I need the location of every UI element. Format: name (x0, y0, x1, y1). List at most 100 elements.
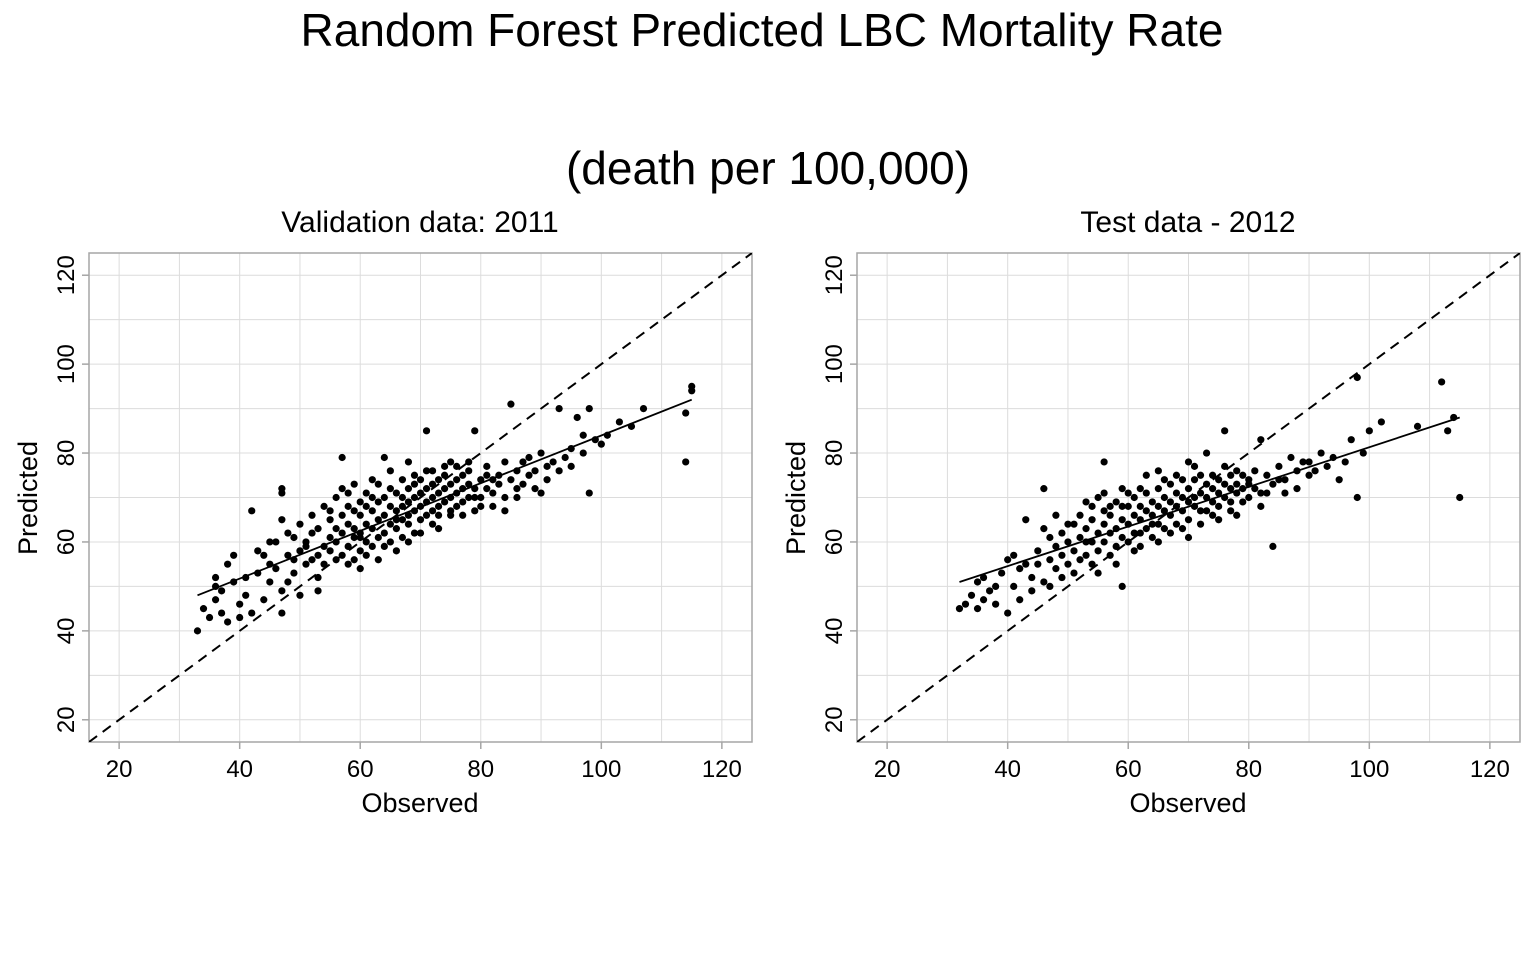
data-point (434, 489, 443, 497)
x-tick-label: 120 (1470, 756, 1510, 783)
y-tick-label: 80 (821, 440, 848, 467)
data-point (1353, 493, 1361, 502)
data-point (1064, 538, 1072, 546)
data-point (308, 511, 316, 519)
data-point (1269, 542, 1277, 551)
data-point (344, 560, 352, 568)
data-point (290, 569, 298, 577)
data-point (1160, 525, 1168, 533)
data-point (1184, 485, 1193, 493)
data-point (1299, 458, 1307, 466)
y-tick-label: 60 (53, 529, 80, 556)
data-point (278, 587, 286, 595)
figure-title-line2: (death per 100,000) (566, 142, 970, 194)
plot-area (88, 252, 753, 743)
data-point (531, 467, 539, 475)
data-point (1184, 498, 1193, 506)
data-point (266, 538, 274, 546)
data-point (1052, 511, 1060, 519)
data-point (404, 498, 413, 506)
data-point (1281, 476, 1289, 484)
plot-frame (88, 252, 753, 743)
data-point (218, 609, 226, 617)
data-point (296, 520, 304, 528)
data-point (1040, 485, 1048, 493)
data-point (1438, 378, 1446, 386)
data-point (1154, 467, 1162, 475)
y-tick-label: 100 (821, 344, 848, 384)
data-point (447, 458, 455, 466)
data-point (1106, 502, 1114, 510)
data-point (410, 480, 419, 488)
data-point (260, 551, 268, 559)
x-tick-label: 100 (581, 756, 621, 783)
data-point (1202, 507, 1211, 515)
data-point (1004, 609, 1012, 617)
data-point (1317, 449, 1325, 457)
data-point (380, 493, 388, 502)
data-point (955, 605, 964, 613)
data-point (567, 462, 575, 470)
data-point (1136, 542, 1144, 551)
data-point (1251, 485, 1259, 493)
data-point (1106, 551, 1114, 559)
data-point (1202, 449, 1211, 457)
data-point (398, 493, 407, 502)
data-point (1130, 547, 1138, 555)
data-point (422, 485, 431, 493)
data-point (1136, 529, 1144, 537)
data-point (973, 605, 982, 613)
data-point (1100, 458, 1108, 466)
data-point (1064, 560, 1072, 568)
data-point (410, 471, 419, 479)
data-point (471, 493, 479, 502)
data-point (501, 458, 509, 466)
data-point (1196, 520, 1205, 528)
data-point (338, 485, 346, 493)
data-point (302, 560, 310, 568)
data-point (525, 471, 533, 479)
data-point (392, 525, 400, 533)
data-point (1142, 471, 1150, 479)
data-point (961, 600, 970, 608)
data-point (1142, 525, 1150, 533)
data-point (1118, 485, 1126, 493)
data-point (380, 453, 388, 462)
data-point (1136, 485, 1144, 493)
x-tick-label: 40 (994, 756, 1021, 783)
data-point (1010, 582, 1018, 591)
data-point (615, 418, 624, 426)
data-point (1082, 551, 1090, 559)
data-point (1221, 462, 1229, 470)
data-point (1046, 582, 1054, 591)
plot-area (856, 252, 1521, 743)
x-tick-label: 40 (226, 756, 253, 783)
data-point (1088, 502, 1096, 510)
data-point (1112, 498, 1120, 506)
x-axis-label: Observed (1129, 788, 1246, 818)
data-point (266, 578, 274, 586)
data-point (483, 471, 491, 479)
data-point (1413, 422, 1422, 430)
data-point (1070, 520, 1078, 528)
data-point (1100, 507, 1108, 515)
data-point (1088, 516, 1096, 524)
data-point (1323, 462, 1331, 470)
data-point (979, 596, 988, 604)
data-point (356, 565, 364, 573)
data-point (453, 476, 461, 484)
data-point (1160, 476, 1168, 484)
data-point (314, 573, 322, 582)
plot-frame (856, 252, 1521, 743)
data-point (284, 551, 292, 559)
data-point (1028, 573, 1036, 582)
data-point (1004, 556, 1012, 564)
data-point (332, 493, 340, 502)
data-point (1166, 529, 1175, 537)
data-point (1076, 556, 1084, 564)
data-point (1136, 502, 1144, 510)
data-point (447, 507, 455, 515)
data-point (501, 493, 509, 502)
data-point (356, 511, 364, 519)
